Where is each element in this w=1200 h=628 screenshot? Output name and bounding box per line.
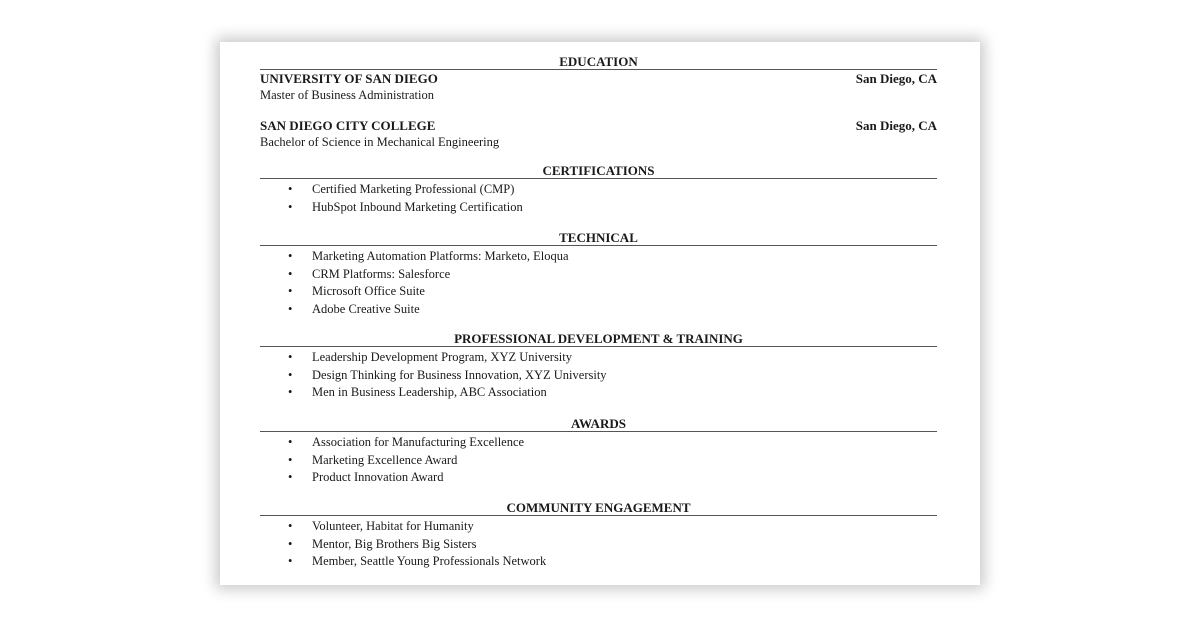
list-item: • Association for Manufacturing Excellenc… xyxy=(288,435,525,449)
education-section: EDUCATION UNIVERSITY OF SAN DIEGO San Di… xyxy=(260,54,937,151)
section-heading: COMMUNITY ENGAGEMENT xyxy=(260,500,937,516)
awards-section: AWARDS • Association for Manufacturing Ex… xyxy=(260,416,937,487)
list-item: • HubSpot Inbound Marketing Certification xyxy=(288,199,523,214)
list-item: • Design Thinking for Business Innovation… xyxy=(288,367,607,382)
list-item: • Volunteer, Habitat for Humanity xyxy=(288,519,474,533)
section-heading: EDUCATION xyxy=(260,54,937,70)
technical-section: TECHNICAL • Marketing Automation Platform… xyxy=(260,230,937,318)
list-item: • Men in Business Leadership, ABC Associa… xyxy=(288,385,547,400)
list-item: • CRM Platforms: Salesforce xyxy=(288,266,451,281)
school-location: San Diego, CA xyxy=(855,118,937,133)
section-heading: TECHNICAL xyxy=(260,230,937,246)
list-item: • Marketing Automation Platforms: Marketo… xyxy=(288,249,569,263)
community-section: COMMUNITY ENGAGEMENT • Volunteer, Habitat… xyxy=(260,500,937,571)
list-item: • Adobe Creative Suite xyxy=(288,301,420,316)
school-name: SAN DIEGO CITY COLLEGE xyxy=(260,118,436,133)
degree: Master of Business Administration xyxy=(260,88,434,102)
school-name: UNIVERSITY OF SAN DIEGO xyxy=(260,71,438,86)
section-heading: CERTIFICATIONS xyxy=(260,163,937,179)
section-heading: AWARDS xyxy=(260,416,937,432)
degree: Bachelor of Science in Mechanical Engine… xyxy=(260,135,500,149)
list-item: • Certified Marketing Professional (CMP) xyxy=(288,182,515,196)
development-section: PROFESSIONAL DEVELOPMENT & TRAINING • Lea… xyxy=(260,331,937,402)
list-item: • Mentor, Big Brothers Big Sisters xyxy=(288,536,477,551)
list-item: • Leadership Development Program, XYZ Uni… xyxy=(288,350,573,364)
list-item: • Microsoft Office Suite xyxy=(288,284,425,299)
list-item: • Marketing Excellence Award xyxy=(288,452,458,467)
education-entry: UNIVERSITY OF SAN DIEGO San Diego, CA xyxy=(260,70,937,87)
certifications-section: CERTIFICATIONS • Certified Marketing Prof… xyxy=(260,163,937,216)
list-item: • Product Innovation Award xyxy=(288,470,444,485)
education-entry: SAN DIEGO CITY COLLEGE San Diego, CA xyxy=(260,117,937,134)
list-item: • Member, Seattle Young Professionals Net… xyxy=(288,554,547,569)
school-location: San Diego, CA xyxy=(855,71,937,86)
section-heading: PROFESSIONAL DEVELOPMENT & TRAINING xyxy=(260,331,937,347)
resume-page: EDUCATION UNIVERSITY OF SAN DIEGO San Di… xyxy=(220,42,980,585)
